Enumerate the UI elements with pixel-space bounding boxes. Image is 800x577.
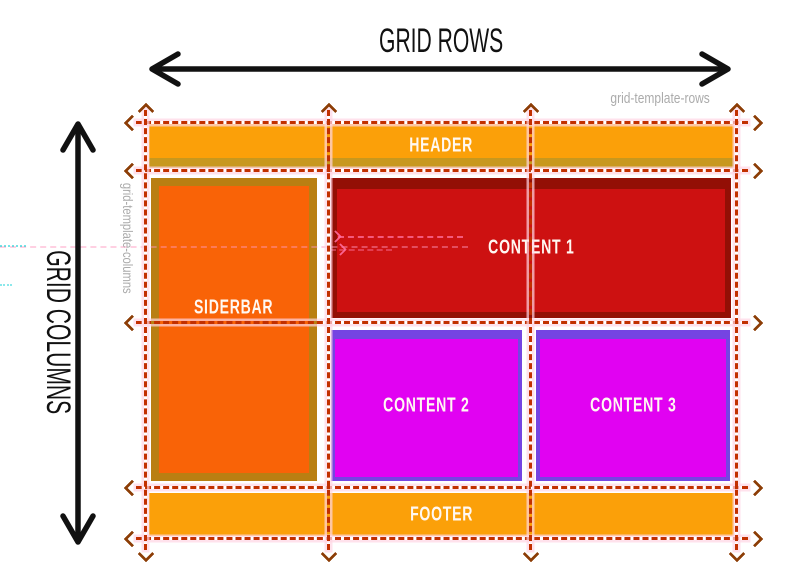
grid-template-rows-annotation: grid-template-rows xyxy=(610,90,710,107)
arrow-left-icon xyxy=(123,114,141,132)
footer-area-label: FOOTER xyxy=(409,502,474,526)
grid-line-row-1 xyxy=(136,121,748,124)
arrow-right-icon xyxy=(746,162,764,180)
arrow-up-icon xyxy=(320,102,338,120)
grid-rows-title-text: GRID ROWS xyxy=(378,22,504,60)
alignment-guide-pink xyxy=(338,236,463,238)
content2-area-label: CONTENT 2 xyxy=(383,393,470,417)
grid-columns-arrow xyxy=(60,121,96,545)
arrow-left-icon xyxy=(123,530,141,548)
alignment-guide-cyan xyxy=(0,245,26,247)
alignment-guide-pink xyxy=(330,249,392,251)
arrow-down-icon xyxy=(728,545,746,563)
alignment-guide-cyan xyxy=(0,284,12,286)
arrow-up-icon xyxy=(728,102,746,120)
grid-line-row-3 xyxy=(136,321,748,324)
arrow-right-icon xyxy=(746,114,764,132)
sidebar-area: SIDERBAR xyxy=(151,178,317,481)
header-area-label: HEADER xyxy=(409,134,474,157)
arrow-right-icon xyxy=(746,479,764,497)
grid-rows-arrow xyxy=(149,51,731,87)
arrow-up-icon xyxy=(522,102,540,120)
alignment-guide-pink xyxy=(0,246,468,248)
content2-area: CONTENT 2 xyxy=(331,330,522,481)
arrow-down-icon xyxy=(522,545,540,563)
arrow-down-icon xyxy=(320,545,338,563)
header-area: HEADER xyxy=(149,124,734,168)
grid-line-row-2 xyxy=(136,169,748,172)
grid-rows-title: GRID ROWS xyxy=(145,22,737,61)
grid-line-col-2 xyxy=(327,110,330,550)
sidebar-area-label: SIDERBAR xyxy=(194,295,274,319)
footer-area: FOOTER xyxy=(149,493,734,536)
arrow-right-icon xyxy=(746,530,764,548)
arrow-down-icon xyxy=(137,545,155,563)
grid-line-col-1 xyxy=(144,110,147,550)
grid-template-columns-annotation: grid-template-columns xyxy=(120,182,136,294)
content3-area: CONTENT 3 xyxy=(536,330,730,481)
grid-line-row-4 xyxy=(136,486,748,489)
content3-area-label: CONTENT 3 xyxy=(589,393,677,417)
arrow-left-icon xyxy=(123,479,141,497)
grid-line-col-4 xyxy=(735,110,738,550)
arrow-right-icon xyxy=(746,314,764,332)
grid-line-col-3 xyxy=(529,110,532,550)
grid-line-row-5 xyxy=(136,537,748,540)
arrow-up-icon xyxy=(137,102,155,120)
